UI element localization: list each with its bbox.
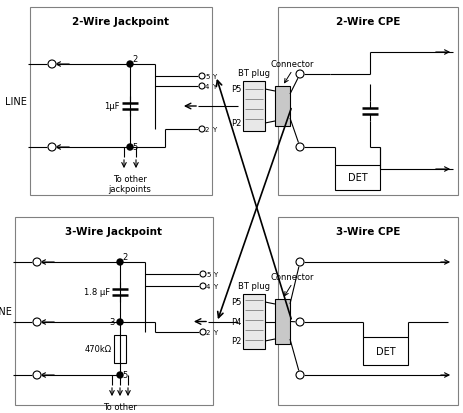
Circle shape xyxy=(117,259,123,266)
Text: Y: Y xyxy=(212,127,216,133)
Text: Y: Y xyxy=(213,329,217,335)
Text: 5: 5 xyxy=(206,271,210,277)
Circle shape xyxy=(200,271,206,277)
Circle shape xyxy=(295,259,303,266)
Text: 470kΩ: 470kΩ xyxy=(85,344,112,353)
Text: 3-Wire Jackpoint: 3-Wire Jackpoint xyxy=(65,226,162,236)
Bar xyxy=(277,218,457,405)
Bar xyxy=(30,8,212,195)
Text: P2: P2 xyxy=(231,337,242,346)
Text: 5: 5 xyxy=(205,74,209,80)
Text: Y: Y xyxy=(212,74,216,80)
Bar xyxy=(275,87,289,127)
Circle shape xyxy=(200,283,206,289)
Circle shape xyxy=(48,61,56,69)
Text: P2: P2 xyxy=(231,119,242,128)
Text: 1μF: 1μF xyxy=(104,102,120,111)
Bar xyxy=(275,299,289,344)
Text: DET: DET xyxy=(347,173,367,183)
Circle shape xyxy=(295,144,303,152)
Circle shape xyxy=(295,371,303,379)
Text: DET: DET xyxy=(375,346,394,356)
Text: Y: Y xyxy=(212,84,216,90)
Circle shape xyxy=(200,329,206,335)
Circle shape xyxy=(127,145,133,151)
Text: To other
jackpoints: To other jackpoints xyxy=(98,402,141,413)
Text: P5: P5 xyxy=(231,85,242,94)
Text: Y: Y xyxy=(213,271,217,277)
Text: LINE: LINE xyxy=(5,97,27,107)
Circle shape xyxy=(48,144,56,152)
Bar xyxy=(277,8,457,195)
Text: 2: 2 xyxy=(122,252,127,261)
Text: 2: 2 xyxy=(205,127,209,133)
Text: 2: 2 xyxy=(206,329,210,335)
Text: 2-Wire CPE: 2-Wire CPE xyxy=(335,17,399,27)
Bar xyxy=(15,218,213,405)
Bar xyxy=(243,294,264,349)
Text: 4: 4 xyxy=(206,283,210,289)
Text: Y: Y xyxy=(213,283,217,289)
Text: BT plug: BT plug xyxy=(238,281,269,290)
Circle shape xyxy=(199,84,205,90)
Bar xyxy=(334,166,379,190)
Text: Connector: Connector xyxy=(270,60,313,69)
Circle shape xyxy=(295,71,303,79)
Circle shape xyxy=(33,318,41,326)
Circle shape xyxy=(127,62,133,68)
Text: 3: 3 xyxy=(109,318,115,327)
Text: BT plug: BT plug xyxy=(238,69,269,78)
Text: P5: P5 xyxy=(231,298,242,307)
Text: 3-Wire CPE: 3-Wire CPE xyxy=(335,226,399,236)
Text: LINE: LINE xyxy=(0,306,12,316)
Text: Connector: Connector xyxy=(270,272,313,281)
Text: 2: 2 xyxy=(131,55,137,64)
Circle shape xyxy=(199,74,205,80)
Text: 2-Wire Jackpoint: 2-Wire Jackpoint xyxy=(72,17,169,27)
Text: To other
jackpoints: To other jackpoints xyxy=(108,175,151,194)
Text: 4: 4 xyxy=(205,84,209,90)
Circle shape xyxy=(117,372,123,378)
Bar xyxy=(243,82,264,132)
Circle shape xyxy=(199,127,205,133)
Text: P4: P4 xyxy=(231,317,242,326)
Circle shape xyxy=(295,318,303,326)
Circle shape xyxy=(33,259,41,266)
Text: 1.8 μF: 1.8 μF xyxy=(84,288,110,297)
Bar xyxy=(362,337,407,365)
Circle shape xyxy=(117,319,123,325)
Text: 5: 5 xyxy=(131,142,137,152)
Circle shape xyxy=(33,371,41,379)
Text: 5: 5 xyxy=(122,370,127,379)
Bar xyxy=(114,335,126,363)
